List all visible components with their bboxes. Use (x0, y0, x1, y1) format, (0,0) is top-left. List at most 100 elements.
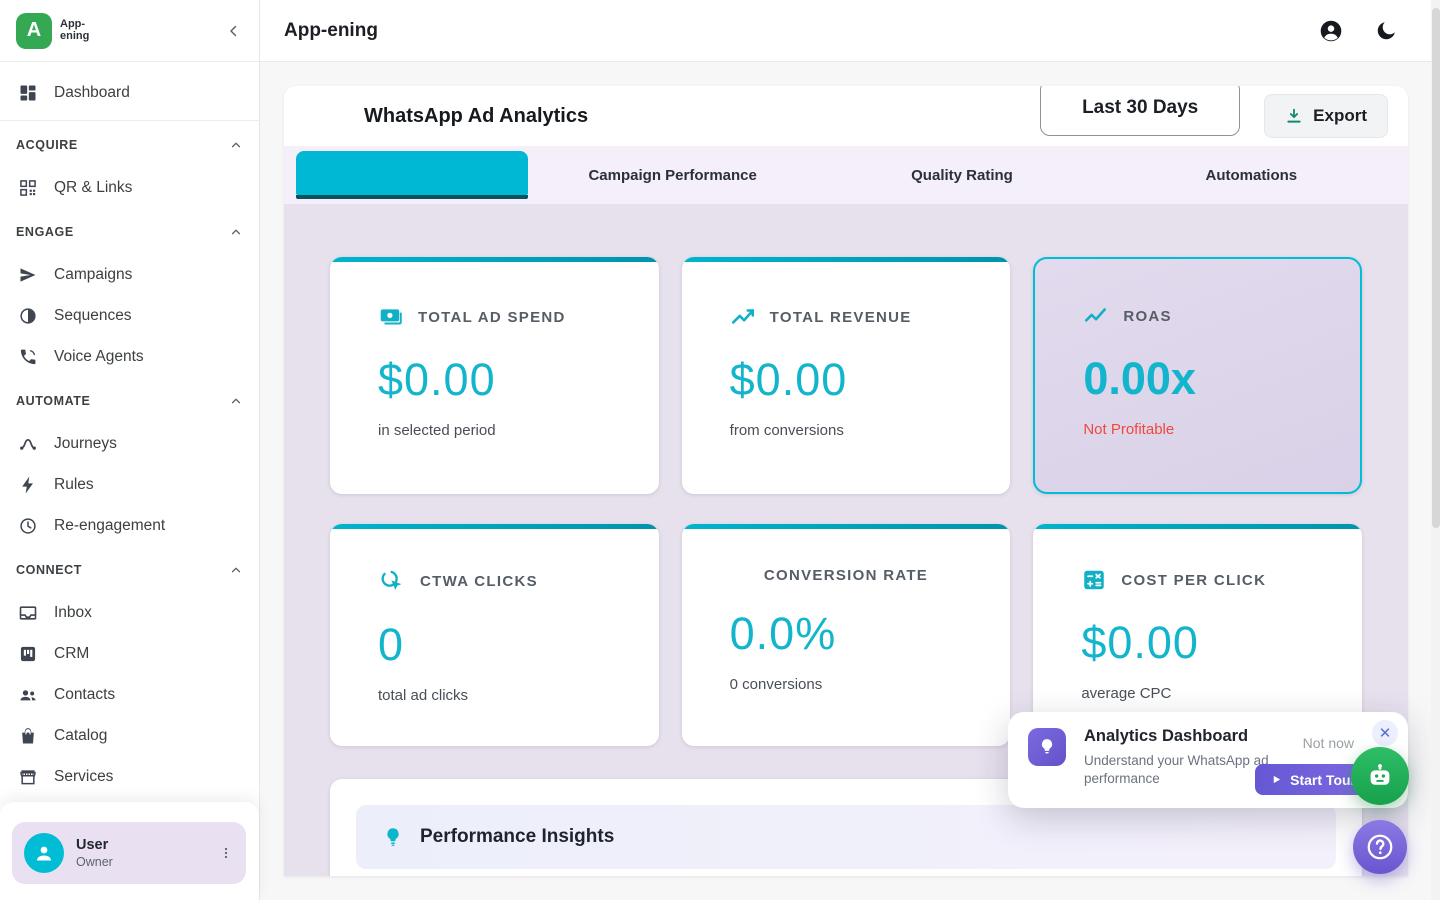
sidebar-item-label: Journeys (54, 434, 117, 452)
sidebar-logo-row: A App- ening (0, 0, 259, 62)
date-range-select[interactable]: Last 30 Days (1040, 86, 1241, 136)
page-title: WhatsApp Ad Analytics (364, 104, 589, 127)
tab-overview-active[interactable] (296, 151, 528, 199)
shopping-bag-icon (16, 724, 40, 748)
lightbulb-icon (382, 826, 404, 848)
section-label: CONNECT (16, 563, 83, 577)
download-icon (1287, 108, 1301, 123)
trending-up-icon (1083, 303, 1109, 329)
metric-card-cost-per-click: COST PER CLICK $0.00 average CPC (1033, 524, 1362, 746)
card-accent (330, 257, 659, 262)
metric-card-roas[interactable]: ROAS 0.00x Not Profitable (1033, 257, 1362, 494)
lightbulb-badge (1028, 728, 1066, 766)
metric-label: CTWA CLICKS (420, 572, 538, 590)
sidebar-item-services[interactable]: Services (0, 756, 259, 797)
lightning-icon (16, 473, 40, 497)
status-badge: Not Profitable (1083, 421, 1175, 438)
sidebar-item-campaigns[interactable]: Campaigns (0, 254, 259, 295)
tab-automations[interactable]: Automations (1205, 166, 1298, 184)
brand-name-line2: ening (60, 29, 90, 42)
sidebar-item-rules[interactable]: Rules (0, 464, 259, 505)
avatar (24, 833, 64, 873)
sidebar-item-sequences[interactable]: Sequences (0, 295, 259, 336)
send-icon (16, 263, 40, 287)
calculator-icon (1081, 567, 1107, 593)
card-accent (681, 257, 1011, 262)
section-acquire[interactable]: ACQUIRE (0, 123, 259, 167)
sidebar-collapse-button[interactable] (225, 22, 243, 40)
card-accent (681, 524, 1011, 529)
section-label: ENGAGE (16, 225, 74, 239)
section-connect[interactable]: CONNECT (0, 548, 259, 592)
sidebar-item-crm[interactable]: CRM (0, 633, 259, 674)
not-now-button[interactable]: Not now (1302, 735, 1354, 751)
close-icon[interactable]: ✕ (1372, 720, 1398, 746)
metric-card-total-ad-spend: TOTAL AD SPEND $0.00 in selected period (330, 257, 659, 494)
robot-icon (1370, 764, 1390, 785)
analytics-header: WhatsApp Ad Analytics Last 30 Days Expor… (284, 86, 1408, 146)
scrollbar-track[interactable] (1431, 0, 1440, 900)
performance-insights-header: Performance Insights (356, 805, 1336, 869)
section-engage[interactable]: ENGAGE (0, 210, 259, 254)
metric-value: 0.00x (1083, 353, 1196, 404)
popup-title: Analytics Dashboard (1084, 727, 1249, 745)
sidebar-item-label: CRM (54, 644, 90, 662)
start-tour-label: Start Tour (1290, 771, 1356, 788)
sidebar-item-dashboard[interactable]: Dashboard (0, 68, 259, 118)
metric-subtext: 0 conversions (729, 676, 823, 693)
chevron-up-icon (229, 563, 243, 577)
sidebar-item-qr-links[interactable]: QR & Links (0, 167, 259, 208)
analytics-content: TOTAL AD SPEND $0.00 in selected period … (284, 204, 1408, 876)
people-icon (16, 683, 40, 707)
tab-campaign-performance[interactable]: Campaign Performance (588, 166, 757, 184)
user-name: User (76, 837, 109, 853)
metric-value: 0.0% (729, 608, 837, 659)
section-automate[interactable]: AUTOMATE (0, 379, 259, 423)
sidebar-item-label: Dashboard (54, 84, 130, 101)
app-title: App-ening (284, 19, 378, 41)
sidebar-item-contacts[interactable]: Contacts (0, 674, 259, 715)
divider (0, 120, 259, 121)
kebab-menu-icon[interactable] (218, 845, 234, 861)
performance-insights-card: Performance Insights (330, 779, 1362, 876)
section-label: ACQUIRE (16, 138, 78, 152)
metric-label: TOTAL REVENUE (769, 308, 912, 326)
chatbot-fab[interactable] (1351, 747, 1409, 805)
topbar-icons (1318, 18, 1398, 44)
metric-subtext: from conversions (729, 422, 844, 439)
user-meta: User Owner (76, 837, 113, 869)
metric-card-total-revenue: TOTAL REVENUE $0.00 from conversions (681, 257, 1011, 494)
date-range-value: Last 30 Days (1082, 97, 1199, 118)
kanban-icon (16, 642, 40, 666)
tab-active-underline (296, 195, 528, 199)
help-fab[interactable] (1353, 820, 1407, 874)
topbar: App-ening (260, 0, 1440, 62)
user-card[interactable]: User Owner (12, 822, 246, 884)
account-circle-icon[interactable] (1318, 18, 1344, 44)
dark-mode-moon-icon[interactable] (1374, 19, 1398, 43)
export-button[interactable]: Export (1264, 94, 1388, 138)
metric-cards-grid: TOTAL AD SPEND $0.00 in selected period … (330, 257, 1362, 746)
scrollbar-thumb[interactable] (1431, 8, 1440, 528)
sidebar-item-inbox[interactable]: Inbox (0, 592, 259, 633)
phone-icon (16, 345, 40, 369)
performance-insights-title: Performance Insights (420, 826, 615, 847)
sidebar-item-catalog[interactable]: Catalog (0, 715, 259, 756)
tab-quality-rating[interactable]: Quality Rating (911, 166, 1013, 184)
sidebar-item-journeys[interactable]: Journeys (0, 423, 259, 464)
card-accent (330, 524, 659, 529)
sidebar-item-label: Catalog (54, 726, 108, 744)
chevron-up-icon (229, 394, 243, 408)
sidebar-item-label: Re-engagement (54, 516, 166, 534)
sidebar-item-label: Contacts (54, 685, 116, 703)
sidebar-item-re-engagement[interactable]: Re-engagement (0, 505, 259, 546)
sidebar-item-voice-agents[interactable]: Voice Agents (0, 336, 259, 377)
lightbulb-icon (1041, 739, 1053, 754)
metric-label: TOTAL AD SPEND (418, 308, 566, 326)
export-label: Export (1313, 106, 1367, 125)
metric-subtext: in selected period (378, 422, 496, 439)
sidebar-item-label: Voice Agents (54, 347, 144, 365)
sidebar-item-label: Rules (54, 475, 94, 493)
storefront-icon (16, 765, 40, 789)
banknote-icon (378, 304, 404, 330)
